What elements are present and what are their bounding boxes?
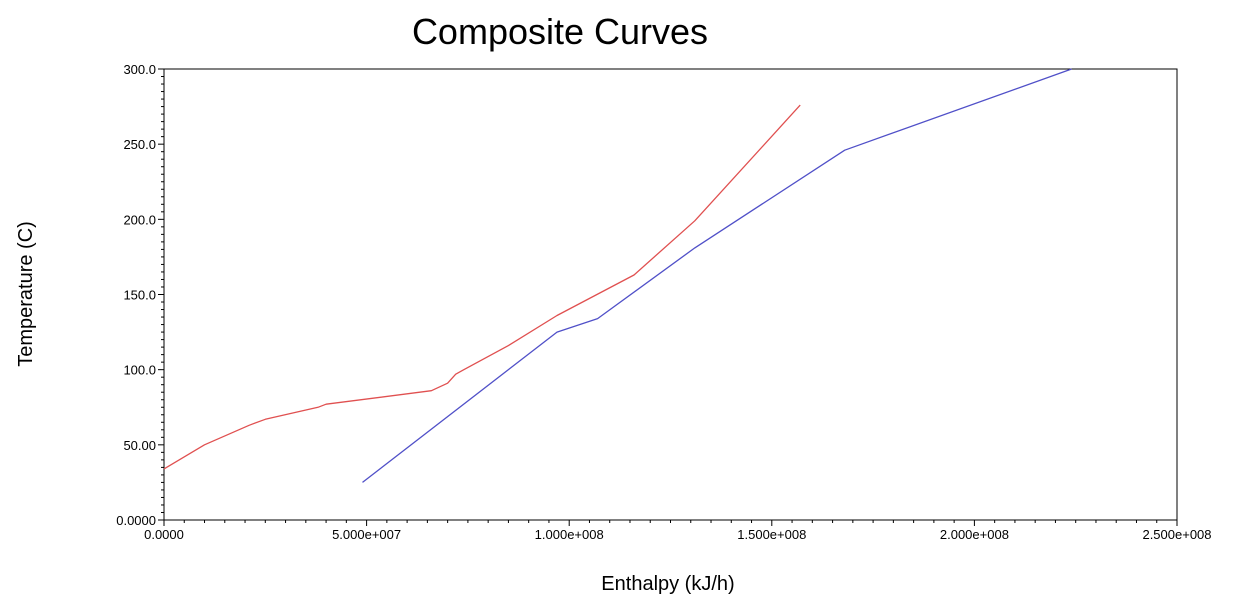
hot-composite-curve [163, 104, 801, 470]
x-tick-label: 5.000e+007 [332, 527, 401, 542]
x-tick-label: 1.000e+008 [535, 527, 604, 542]
x-tick-label: 2.500e+008 [1142, 527, 1211, 542]
plot-border [163, 68, 1178, 521]
y-tick-label: 100.0 [123, 363, 156, 378]
x-tick-label: 0.0000 [144, 527, 184, 542]
y-tick-label: 300.0 [123, 62, 156, 77]
y-tick-label: 0.0000 [116, 513, 156, 528]
y-tick-label: 50.00 [123, 438, 156, 453]
y-axis-label: Temperature (C) [15, 221, 37, 367]
x-axis-label: Enthalpy (kJ/h) [601, 573, 734, 595]
y-axis: 0.0000 50.00 100.0 150.0 200.0 250.0 300.0 [116, 62, 164, 528]
x-axis: 0.0000 5.000e+007 1.000e+008 1.500e+008 2.00… [144, 520, 1212, 542]
y-tick-label: 200.0 [123, 212, 156, 227]
series-layer [163, 68, 1072, 483]
chart-title: Composite Curves [412, 11, 708, 52]
y-tick-label: 150.0 [123, 288, 156, 303]
x-tick-label: 2.000e+008 [940, 527, 1009, 542]
cold-composite-curve [362, 68, 1072, 483]
x-tick-label: 1.500e+008 [737, 527, 806, 542]
plot-area [163, 68, 1178, 521]
y-tick-label: 250.0 [123, 137, 156, 152]
